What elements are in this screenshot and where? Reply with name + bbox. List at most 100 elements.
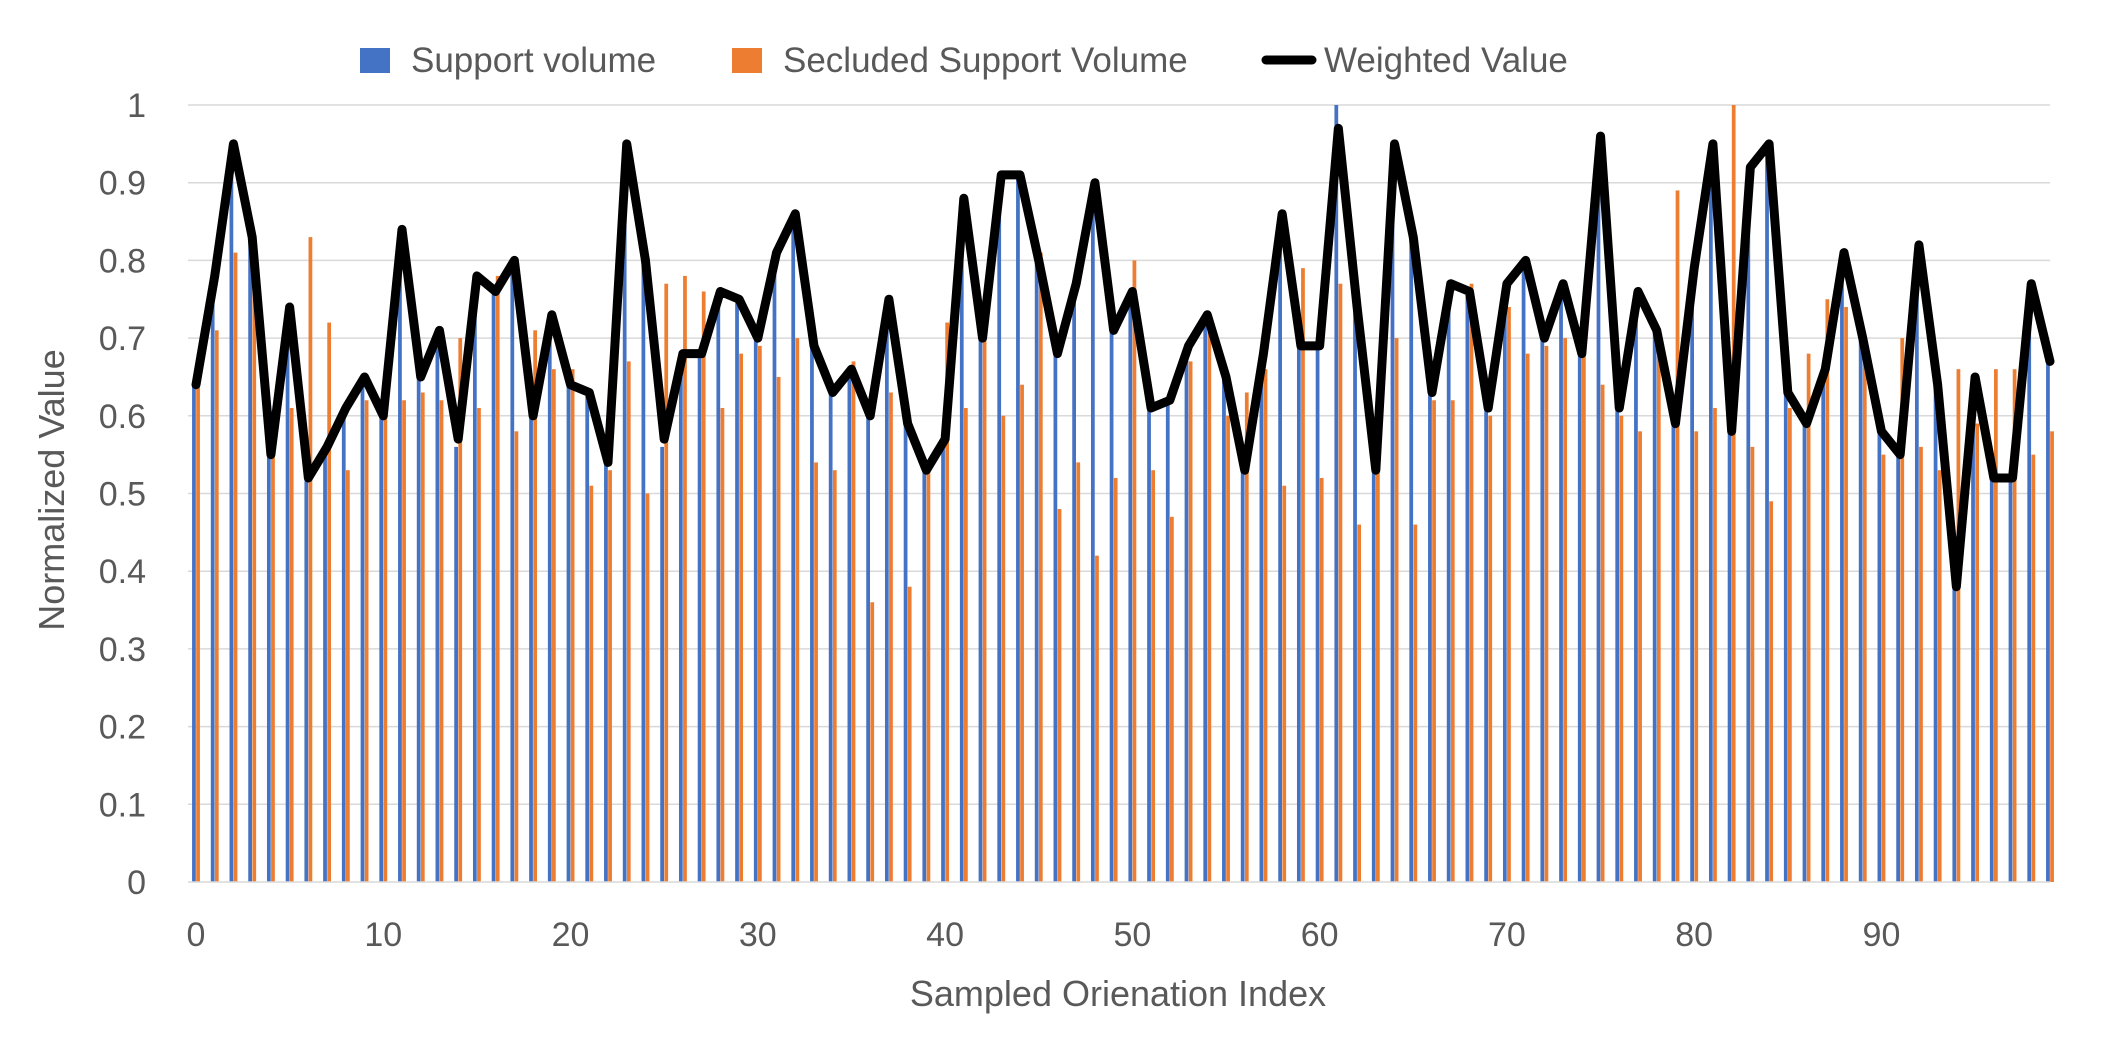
secluded-support-volume-bar	[214, 330, 219, 883]
support-volume-bar	[847, 369, 852, 882]
support-volume-bar	[1446, 283, 1451, 883]
secluded-support-volume-bar	[1113, 477, 1118, 882]
support-volume-bar	[1896, 454, 1900, 882]
secluded-support-volume-bar	[1619, 415, 1624, 882]
support-volume-bar	[641, 260, 646, 882]
secluded-support-volume-bar	[870, 602, 875, 882]
support-volume-bar	[1334, 105, 1339, 882]
secluded-support-volume-bar	[1713, 408, 1717, 882]
secluded-support-volume-bar	[458, 338, 463, 883]
y-tick-label: 0.9	[99, 165, 146, 203]
legend-label-support-volume: Support volume	[411, 41, 656, 80]
secluded-support-volume-bar	[570, 369, 575, 882]
x-tick-label: 80	[1675, 916, 1713, 954]
secluded-support-volume-bar	[1469, 283, 1474, 883]
secluded-support-volume-bar	[1450, 400, 1455, 882]
secluded-support-volume-bar	[1301, 268, 1305, 882]
support-volume-bar	[398, 229, 402, 882]
support-volume-bar	[1914, 244, 1919, 883]
x-tick-label: 0	[187, 916, 206, 954]
secluded-support-volume-bar	[1769, 501, 1774, 882]
support-volume-bar	[266, 454, 271, 882]
legend-label-secluded-support-volume: Secluded Support Volume	[783, 41, 1188, 80]
secluded-support-volume-bar	[327, 322, 332, 882]
support-volume-bar	[454, 446, 458, 882]
y-tick-label: 0.6	[99, 398, 146, 436]
support-volume-bar	[2027, 283, 2032, 883]
support-volume-bar	[2008, 477, 2013, 882]
secluded-support-volume-bar	[1095, 555, 1099, 882]
support-volume-bar	[1502, 283, 1507, 883]
secluded-support-volume-bar	[1788, 408, 1792, 882]
x-axis-title: Sampled Orienation Index	[910, 973, 1326, 1014]
secluded-support-volume-bar	[664, 283, 669, 883]
secluded-support-volume-bar	[645, 493, 650, 882]
secluded-support-volume-bar	[1994, 369, 1998, 882]
support-volume-bar	[510, 260, 515, 882]
secluded-support-volume-bar	[626, 361, 631, 882]
support-volume-bar	[1933, 384, 1938, 882]
support-volume-bar	[604, 462, 608, 882]
secluded-support-volume-bar	[1432, 400, 1436, 882]
support-volume-bar	[810, 345, 814, 882]
support-volume-bar	[229, 143, 234, 883]
secluded-support-volume-bar	[1656, 338, 1661, 883]
secluded-support-volume-bar	[1244, 392, 1249, 882]
secluded-support-volume-bar	[1188, 361, 1193, 882]
secluded-support-volume-bar	[1563, 338, 1568, 883]
support-volume-bar	[1671, 423, 1676, 882]
secluded-support-volume-bar	[1544, 345, 1549, 882]
secluded-support-volume-bar	[1319, 477, 1324, 882]
support-volume-bar	[1634, 291, 1638, 883]
support-volume-bar	[1877, 431, 1882, 882]
secluded-support-volume-bar	[1132, 260, 1137, 882]
x-tick-label: 30	[739, 916, 777, 954]
secluded-support-volume-bar	[1975, 423, 1980, 882]
support-volume-bar	[1521, 260, 1526, 882]
support-volume-bar	[547, 314, 552, 882]
secluded-support-volume-bar	[1376, 470, 1380, 882]
support-volume-bar	[1390, 143, 1395, 883]
secluded-support-volume-bar	[1394, 338, 1399, 883]
support-volume-bar	[1259, 353, 1264, 882]
x-tick-label: 20	[552, 916, 590, 954]
support-volume-bar	[997, 174, 1002, 882]
secluded-support-volume-bar	[2012, 369, 2017, 882]
secluded-support-volume-bar	[495, 275, 500, 882]
support-volume-bar	[1765, 143, 1769, 883]
support-volume-bar	[1353, 307, 1357, 882]
support-volume-bar	[1428, 392, 1432, 882]
support-volume-bar	[1034, 260, 1039, 882]
support-volume-bar	[285, 338, 290, 883]
support-volume-bar	[1540, 338, 1545, 883]
support-volume-bar	[1783, 392, 1788, 882]
support-volume-bar	[1727, 431, 1732, 882]
secluded-support-volume-bar	[1338, 283, 1343, 883]
support-volume-bar	[248, 237, 252, 883]
secluded-support-volume-bar	[1844, 307, 1848, 882]
support-volume-bar	[903, 423, 908, 882]
support-volume-bars	[192, 105, 2050, 883]
support-volume-bar	[360, 384, 365, 882]
support-volume-bar	[1053, 353, 1058, 882]
secluded-support-volume-bar	[533, 330, 538, 883]
support-volume-bar	[828, 392, 833, 882]
y-tick-labels: 0 0.1 0.2 0.3 0.4 0.5 0.6 0.7 0.8 0.9 1	[99, 87, 146, 902]
secluded-support-volume-bar	[795, 338, 800, 883]
x-tick-label: 70	[1488, 916, 1526, 954]
support-volume-bar	[1072, 283, 1076, 883]
support-volume-bar	[529, 415, 533, 882]
y-tick-label: 0.4	[99, 553, 146, 591]
support-volume-bar	[1840, 252, 1844, 882]
secluded-support-volume-bar	[2050, 431, 2054, 882]
support-volume-bar	[978, 338, 983, 883]
support-volume-bar	[1615, 408, 1620, 882]
support-volume-bar	[566, 384, 571, 882]
support-volume-bar	[1090, 182, 1095, 882]
secluded-support-volume-bar	[1919, 446, 1923, 882]
secluded-support-volume-bar	[889, 392, 893, 882]
legend: Support volume Secluded Support Volume W…	[360, 41, 1568, 80]
support-volume-bar	[1016, 174, 1020, 882]
secluded-support-volume-bar	[1038, 252, 1043, 882]
secluded-support-volume-bar	[739, 353, 744, 882]
